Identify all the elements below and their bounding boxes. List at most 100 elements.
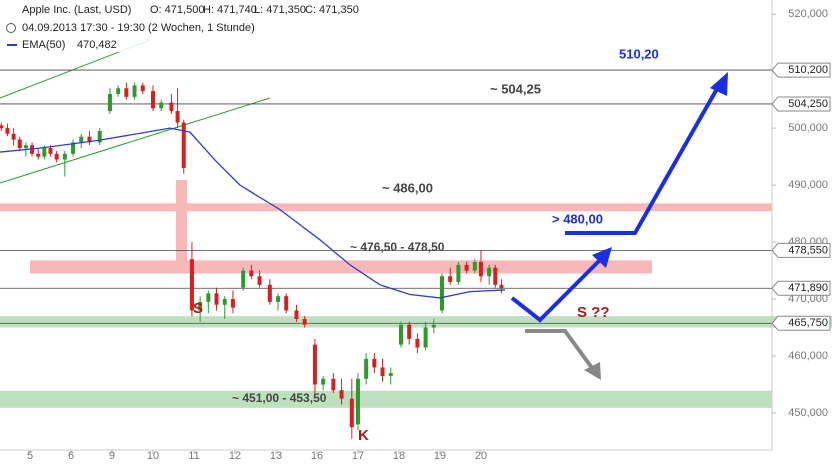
x-tick-label: 10: [147, 450, 159, 462]
candle-body: [431, 324, 436, 328]
candle-body: [48, 148, 53, 154]
candle-body: [79, 136, 84, 143]
zone: [0, 316, 832, 328]
arrow-head: [584, 362, 601, 380]
level-tag: [771, 242, 831, 258]
annotation: ~ 476,50 - 478,50: [350, 240, 445, 254]
candle-body: [116, 88, 121, 94]
arrow: [565, 79, 724, 235]
candle-body: [349, 398, 354, 428]
candle-body: [399, 324, 404, 345]
candle-body: [71, 142, 76, 154]
candle-body: [294, 310, 299, 319]
candle-body: [448, 276, 453, 282]
x-tick-label: 17: [352, 450, 364, 462]
candle-body: [181, 122, 186, 169]
candle-body: [478, 262, 483, 277]
candle-body: [241, 270, 246, 288]
candle-body: [257, 276, 262, 285]
candle-body: [388, 373, 393, 376]
legend-label: EMA(50): [22, 39, 65, 51]
level-tag: [771, 96, 831, 112]
level-label: 465,750: [788, 317, 828, 329]
ema-line: [0, 127, 505, 299]
candle-body: [87, 136, 92, 143]
candle-body: [423, 327, 428, 348]
annotation: ~ 451,00 - 453,50: [232, 391, 327, 405]
candle-body: [407, 324, 412, 339]
ohlc: L: 471,350: [254, 4, 306, 16]
candle-body: [464, 264, 469, 271]
y-tick-label: 490,000: [788, 179, 828, 191]
candle-body: [302, 318, 307, 325]
candle-body: [372, 358, 377, 368]
trend-line: [0, 97, 271, 184]
candle-body: [439, 276, 444, 311]
candle-body: [364, 358, 369, 379]
candle-body: [159, 102, 164, 109]
candle-body: [487, 267, 492, 277]
x-tick-label: 11: [188, 450, 199, 462]
subtitle: 04.09.2013 17:30 - 19:30 (2 Wochen, 1 St…: [22, 22, 255, 34]
candle-body: [415, 338, 420, 348]
clock-icon: [6, 23, 16, 33]
candle-body: [198, 301, 203, 311]
x-tick-label: 18: [393, 450, 405, 462]
candle-body: [0, 125, 4, 129]
level-label: 510,200: [788, 64, 828, 76]
annotation: ~ 504,25: [490, 81, 541, 96]
arrow-head: [710, 72, 728, 96]
annotation: 510,20: [619, 46, 659, 61]
level-tag: [771, 280, 831, 296]
candle-body: [189, 259, 194, 311]
candle-body: [284, 296, 289, 311]
x-tick-label: 13: [270, 450, 282, 462]
x-tick-label: 12: [229, 450, 241, 462]
candle-body: [140, 85, 145, 92]
arrow-head: [592, 247, 612, 268]
candle-body: [11, 133, 16, 140]
candle-body: [312, 344, 317, 385]
y-tick-label: 450,000: [788, 407, 828, 419]
candle-body: [54, 153, 59, 160]
y-tick-label: 500,000: [788, 122, 828, 134]
candle-body: [222, 299, 227, 305]
candle-body: [321, 378, 326, 385]
annotation: S ??: [577, 304, 610, 321]
y-tick-label: 520,000: [788, 8, 828, 20]
candle-body: [132, 85, 137, 97]
candle-body: [150, 91, 155, 109]
level-tag: [771, 62, 831, 78]
level-label: 471,890: [788, 282, 828, 294]
legend-value: 470,482: [77, 39, 117, 51]
title: Apple Inc. (Last, USD): [22, 4, 131, 16]
candle-body: [472, 262, 477, 271]
candle-body: [17, 139, 22, 149]
header-bg: [2, 2, 302, 52]
y-tick-label: 470,000: [788, 293, 828, 305]
candle-body: [5, 128, 10, 134]
candle-body: [97, 131, 102, 143]
level-label: 478,550: [788, 244, 828, 256]
y-tick-label: 460,000: [788, 350, 828, 362]
ohlc: O: 471,500: [150, 4, 204, 16]
annotation: > 480,00: [552, 211, 603, 226]
annotation: S: [193, 300, 203, 317]
zone: [0, 203, 772, 212]
candle-body: [62, 153, 67, 160]
zone-vertical: [176, 180, 187, 271]
x-tick-label: 9: [109, 450, 115, 462]
x-tick-label: 6: [68, 450, 74, 462]
x-tick-label: 16: [311, 450, 323, 462]
candle-body: [175, 111, 180, 123]
x-tick-label: 19: [434, 450, 446, 462]
candle-body: [380, 367, 385, 376]
candle-body: [124, 88, 129, 97]
ohlc: H: 471,740: [203, 4, 257, 16]
candle-body: [107, 93, 112, 112]
candle-body: [169, 102, 174, 112]
candle-body: [42, 148, 47, 157]
candle-body: [493, 267, 498, 285]
